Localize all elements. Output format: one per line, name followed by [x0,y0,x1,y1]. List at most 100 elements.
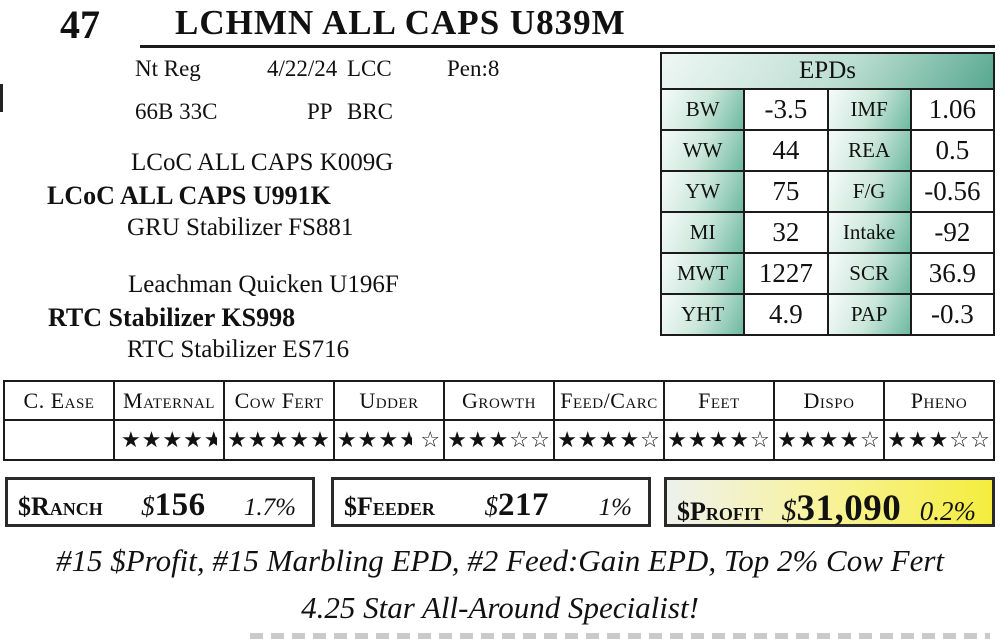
epd-value-cell: -3.5 [743,88,829,131]
index-value: $31,090 [781,488,902,529]
full-stars-icon: ★★★ [887,427,950,453]
highlights-note-line2: 4.25 Star All-Around Specialist! [301,590,699,625]
full-stars-icon: ★★★★ [120,427,204,453]
empty-stars-icon: ☆☆ [949,427,991,453]
title-underline [140,45,995,48]
empty-stars-icon: ☆☆ [509,427,551,453]
epd-row: BW -3.5 IMF 1.06 [659,88,996,131]
empty-stars-icon: ☆ [420,427,442,453]
pedigree-dam-dam: RTC Stabilizer ES716 [127,336,350,363]
epd-row: YHT 4.9 PAP -0.3 [659,293,996,336]
epd-value-cell: 1227 [743,252,829,295]
empty-stars-icon: ☆ [860,427,881,453]
star-column-header: Feed/Carc [553,380,665,421]
index-percentile: 1.7% [243,494,296,521]
star-column-header: Cow Fert [223,380,335,421]
star-rating-cell: ★★★☆☆ [443,419,555,461]
empty-stars-icon: ☆ [640,427,661,453]
birth-date: 4/22/24 [267,56,338,81]
index-percentile: 0.2% [919,496,976,526]
registration-code-1: LCC [347,56,392,81]
epd-value-cell: -0.56 [909,170,996,213]
epd-value-cell: 75 [743,170,829,213]
epd-row: WW 44 REA 0.5 [659,129,996,172]
index-label: $Profit [677,497,763,526]
pedigree-dam-sire: Leachman Quicken U196F [128,271,399,298]
star-rating-table: C. Ease Maternal Cow Fert Udder Growth Feed/C… [3,380,995,461]
star-rating-cell: ★★★☆☆ [883,419,995,461]
epd-row: MI 32 Intake -92 [659,211,996,254]
epd-label-cell: REA [826,129,912,172]
index-box-ranch: $Ranch $156 1.7% [5,477,315,527]
epd-row: MWT 1227 SCR 36.9 [659,252,996,295]
star-rating-cell: ★★★★☆ [553,419,665,461]
epd-table-body: BW -3.5 IMF 1.06 WW 44 REA 0.5 YW 75 F/G -0.56 MI 32 I… [659,88,996,336]
index-value: $156 [141,487,206,523]
star-rating-cell: ★★★★★ [223,419,335,461]
index-label: $Ranch [18,492,103,521]
epd-label-cell: F/G [826,170,912,213]
index-value: $217 [484,487,550,523]
epd-label-cell: MI [659,211,746,254]
epd-value-cell: -92 [909,211,996,254]
horn-status: PP [307,99,333,124]
epd-value-cell: 0.5 [909,129,996,172]
index-label: $Feeder [344,492,435,521]
scan-edge-artifact [0,84,3,112]
tattoo-id: 66B 33C [135,99,218,124]
pen-number: Pen:8 [447,56,500,81]
star-column-header: Maternal [113,380,225,421]
lot-number: 47 [60,2,100,47]
full-stars-icon: ★★★★ [557,427,641,453]
star-column-header: C. Ease [3,380,115,421]
full-stars-icon: ★★★ [336,427,400,453]
highlights-note-line1: #15 $Profit, #15 Marbling EPD, #2 Feed:G… [55,543,945,578]
epd-value-cell: 32 [743,211,829,254]
index-box-feeder: $Feeder $217 1% [331,477,651,527]
epd-table: EPDs BW -3.5 IMF 1.06 WW 44 REA 0.5 YW 75 F/G -0.56… [659,52,996,336]
star-column-header: Pheno [883,380,995,421]
star-value-row: ★★★★★ ★★★★★ ★★★★ ☆ ★★★☆☆ ★★★★☆ ★★★★☆ ★★★★☆ ★★★☆… [3,419,995,461]
star-column-header: Growth [443,380,555,421]
epd-label-cell: BW [659,88,746,131]
epd-value-cell: 4.9 [743,293,829,336]
star-rating-cell: ★★★★★ [113,419,225,461]
epd-value-cell: -0.3 [909,293,996,336]
epd-label-cell: MWT [659,252,746,295]
epd-value-cell: 36.9 [909,252,996,295]
registration-status: Nt Reg [135,56,201,81]
star-column-header: Udder [333,380,445,421]
epd-label-cell: PAP [826,293,912,336]
half-star-icon: ★ [399,427,413,453]
epd-label-cell: YW [659,170,746,213]
star-rating-cell: ★★★★ ☆ [333,419,445,461]
star-column-header: Feet [663,380,775,421]
dollar-index-row: $Ranch $156 1.7% $Feeder $217 1% $Profit $31,09… [0,477,1000,529]
index-percentile: 1% [598,494,632,521]
registration-code-2: BRC [347,99,394,124]
pedigree-sire-sire: LCoC ALL CAPS K009G [131,149,394,176]
epd-label-cell: WW [659,129,746,172]
epd-label-cell: YHT [659,293,746,336]
full-stars-icon: ★★★★★ [227,427,331,453]
epd-value-cell: 1.06 [909,88,996,131]
half-star-icon: ★ [203,427,218,453]
star-rating-cell: ★★★★☆ [773,419,885,461]
epd-label-cell: IMF [826,88,912,131]
full-stars-icon: ★★★★ [667,427,751,453]
pedigree-dam: RTC Stabilizer KS998 [48,303,296,332]
star-header-row: C. Ease Maternal Cow Fert Udder Growth Feed/C… [3,380,995,421]
star-column-header: Dispo [773,380,885,421]
star-rating-cell [3,419,115,461]
epd-row: YW 75 F/G -0.56 [659,170,996,213]
index-box-profit: $Profit $31,090 0.2% [664,477,995,529]
cutoff-next-line-artifact [250,633,990,639]
epd-table-title: EPDs [660,52,995,90]
epd-label-cell: Intake [826,211,912,254]
pedigree-sire: LCoC ALL CAPS U991K [47,181,331,210]
epd-label-cell: SCR [826,252,912,295]
full-stars-icon: ★★★ [447,427,510,453]
pedigree-sire-dam: GRU Stabilizer FS881 [127,214,354,241]
full-stars-icon: ★★★★ [777,427,861,453]
